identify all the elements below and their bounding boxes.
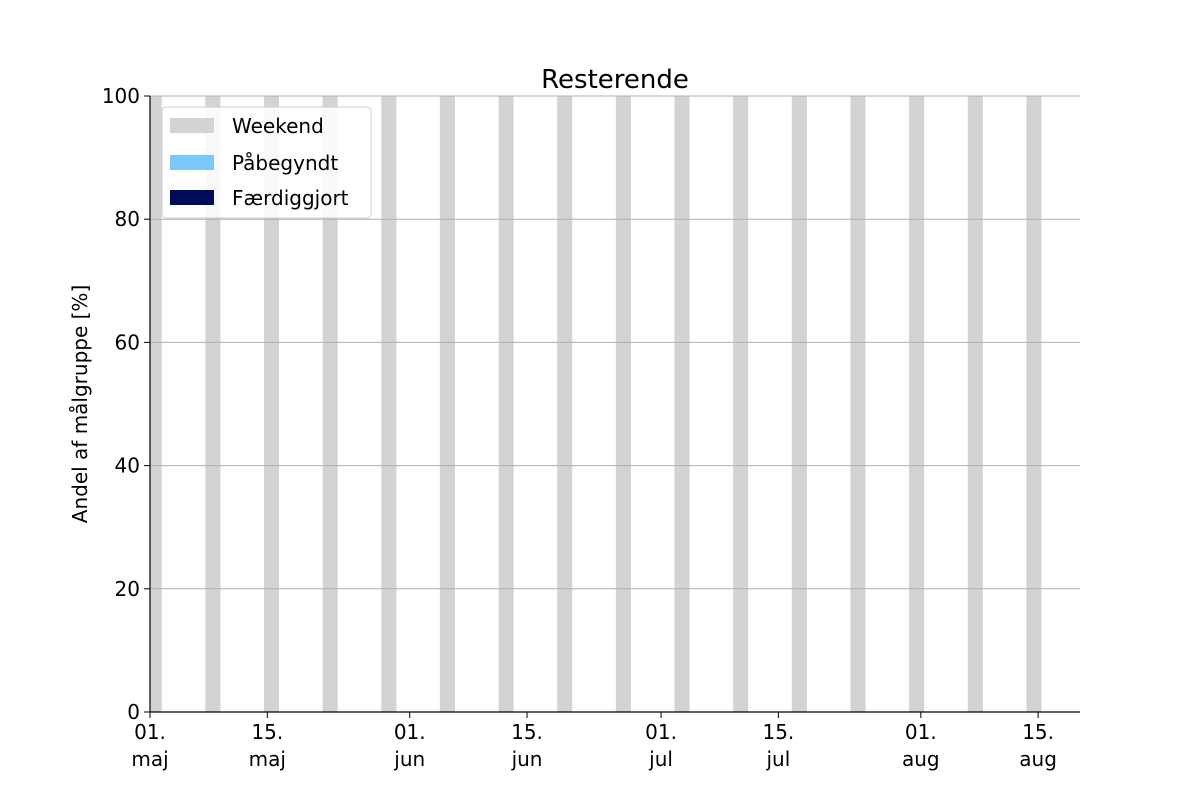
weekend-bar — [205, 96, 221, 712]
weekend-bar — [967, 96, 983, 712]
x-tick-label-day: 15. — [762, 720, 794, 744]
x-tick-label-month: jun — [511, 747, 543, 771]
x-tick-label-month: jul — [648, 747, 673, 771]
x-tick-label-day: 01. — [134, 720, 166, 744]
grid-lines — [150, 95, 1080, 590]
weekend-bar — [439, 96, 455, 712]
weekend-bar — [791, 96, 807, 712]
legend-label-faerdiggjort: Færdiggjort — [232, 186, 349, 210]
legend: Weekend Påbegyndt Færdiggjort — [161, 106, 372, 219]
x-tick-label-day: 15. — [251, 720, 283, 744]
axes — [149, 96, 1080, 713]
legend-label-weekend: Weekend — [232, 114, 324, 138]
legend-frame — [161, 106, 372, 219]
y-tick-label: 100 — [102, 84, 140, 108]
legend-swatch-faerdiggjort — [170, 190, 214, 205]
weekend-bar — [850, 96, 866, 712]
x-tick-label-month: maj — [249, 747, 286, 771]
x-tick-label-month: aug — [902, 747, 940, 771]
x-tick-label-day: 01. — [905, 720, 937, 744]
legend-swatch-weekend — [170, 118, 214, 133]
weekend-bar — [381, 96, 397, 712]
weekend-bar — [909, 96, 925, 712]
y-tick-label: 0 — [127, 700, 140, 724]
x-tick-label-month: maj — [131, 747, 168, 771]
weekend-bar — [498, 96, 514, 712]
weekend-bar — [557, 96, 573, 712]
weekend-bars — [150, 96, 1042, 712]
y-tick-label: 60 — [115, 330, 140, 354]
x-tick-label-month: jul — [765, 747, 790, 771]
weekend-bar — [733, 96, 749, 712]
y-axis-label: Andel af målgruppe [%] — [68, 285, 92, 523]
y-ticks: 0 20 40 60 80 100 — [102, 84, 150, 724]
y-tick-label: 20 — [115, 577, 140, 601]
x-tick-label-day: 15. — [1022, 720, 1054, 744]
x-ticks: 01. maj 15. maj 01. jun 15. jun 01. jul 15. jul 01. a… — [131, 712, 1057, 771]
weekend-bar — [1026, 96, 1042, 712]
weekend-bar — [263, 96, 280, 712]
x-tick-label-month: jun — [393, 747, 425, 771]
x-tick-label-day: 15. — [511, 720, 543, 744]
x-tick-label-month: aug — [1019, 747, 1057, 771]
weekend-bar — [322, 96, 338, 712]
legend-swatch-pabegyndt — [170, 155, 214, 170]
weekend-bar — [150, 96, 162, 712]
weekend-bar — [674, 96, 690, 712]
x-tick-label-day: 01. — [645, 720, 677, 744]
y-tick-label: 80 — [115, 207, 140, 231]
x-tick-label-day: 01. — [394, 720, 426, 744]
y-tick-label: 40 — [115, 454, 140, 478]
weekend-bar — [615, 96, 631, 712]
chart-title: Resterende — [541, 65, 689, 95]
legend-label-pabegyndt: Påbegyndt — [232, 151, 338, 175]
